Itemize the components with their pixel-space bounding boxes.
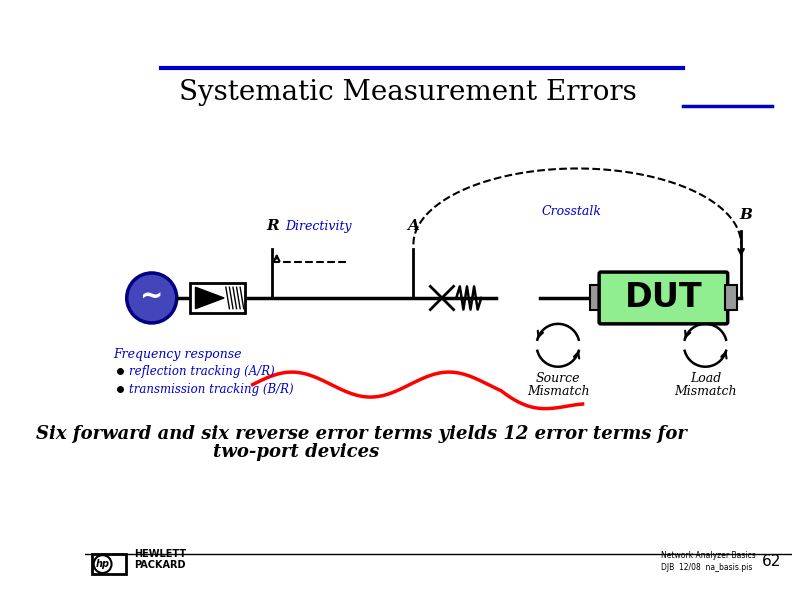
Circle shape	[127, 273, 177, 323]
Bar	[92, 554, 126, 574]
Text: Load: Load	[690, 372, 721, 385]
FancyBboxPatch shape	[599, 272, 728, 324]
Text: Frequency response: Frequency response	[113, 348, 242, 360]
Text: B: B	[739, 208, 752, 222]
Text: ~: ~	[140, 283, 163, 311]
Text: DUT: DUT	[625, 282, 703, 315]
Text: A: A	[407, 218, 419, 233]
Text: 62: 62	[762, 554, 781, 569]
Text: Network Analyzer Basics
DJB  12/08  na_basis.pis: Network Analyzer Basics DJB 12/08 na_bas…	[661, 551, 756, 572]
Text: Six forward and six reverse error terms yields 12 error terms for: Six forward and six reverse error terms …	[36, 425, 687, 442]
Text: HEWLETT
PACKARD: HEWLETT PACKARD	[134, 549, 186, 570]
Text: Mismatch: Mismatch	[674, 386, 737, 398]
Text: two-port devices: two-port devices	[213, 444, 379, 461]
Text: Systematic Measurement Errors: Systematic Measurement Errors	[178, 79, 636, 106]
Text: R: R	[266, 218, 279, 233]
Text: transmission tracking (B/R): transmission tracking (B/R)	[129, 382, 294, 395]
Text: Crosstalk: Crosstalk	[542, 204, 601, 218]
Text: Source: Source	[536, 372, 581, 385]
Bar	[590, 285, 602, 310]
Text: reflection tracking (A/R): reflection tracking (A/R)	[129, 365, 275, 378]
Text: Mismatch: Mismatch	[527, 386, 589, 398]
Bar	[190, 283, 246, 313]
Polygon shape	[196, 287, 224, 308]
Text: Directivity: Directivity	[285, 220, 352, 233]
Text: hp: hp	[96, 559, 109, 569]
Bar	[725, 285, 737, 310]
